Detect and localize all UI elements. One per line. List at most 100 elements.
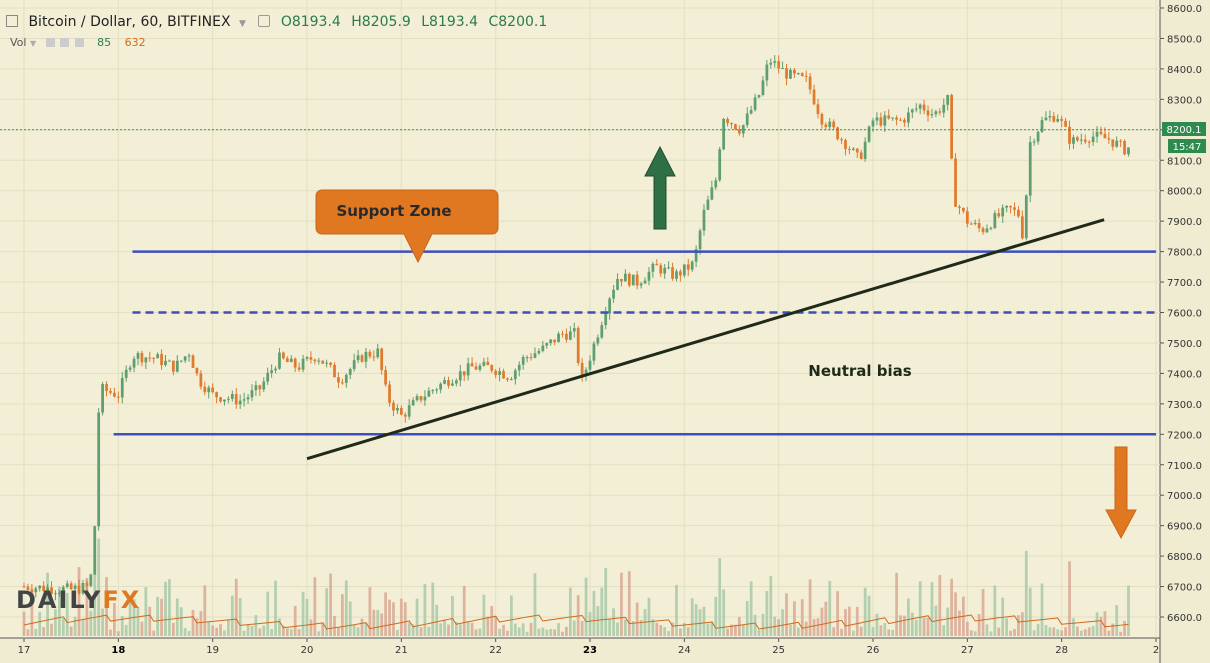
candle-body [282,352,285,359]
volume-bar [541,627,545,636]
volume-bar [553,629,557,636]
volume-bar [57,586,61,636]
candle-body [1060,119,1064,121]
candle-body [73,585,77,590]
volume-bar [368,587,372,636]
volume-bar [50,623,53,636]
candle-body [246,397,250,400]
volume-visibility-icon[interactable] [60,38,70,47]
volume-bar [510,595,513,636]
candle-body [270,370,274,373]
candle-body [789,69,792,79]
candle-body [942,104,946,113]
candle-body [848,149,851,151]
volume-bar [800,599,804,636]
volume-bar [309,619,313,636]
candle-body [1001,207,1005,217]
candle-body [580,363,584,376]
volume-bar [568,587,572,636]
volume-bar [741,624,745,636]
candle-body [855,148,859,153]
candle-body [529,357,533,359]
volume-bar [1111,623,1115,636]
candle-body [360,355,364,362]
candle-body [671,267,674,279]
volume-dropdown-icon[interactable]: ▼ [29,39,37,48]
price-badge-value: 8200.1 [1167,125,1202,136]
candle-body [804,75,808,77]
candle-body [168,360,171,362]
candle-body [828,121,832,128]
candle-body [329,362,332,365]
volume-bar [451,595,454,636]
volume-bar [993,585,997,636]
candle-body [891,117,895,119]
volume-bar [258,628,262,636]
volume-bar [274,580,277,636]
volume-bar [682,622,686,636]
volume-bar [348,601,352,636]
volume-bar [1044,625,1048,636]
candle-body [85,583,89,586]
volume-bar [844,609,847,636]
candle-body [22,586,26,588]
volume-bar [113,603,116,636]
candle-body [620,278,623,282]
volume-bar [431,582,435,636]
candle-body [466,363,470,376]
candle-body [266,372,270,382]
volume-close-icon[interactable] [74,38,84,47]
volume-bar [1020,612,1024,636]
volume-bar [635,602,639,636]
volume-bar [840,628,843,636]
volume-bar [749,581,753,636]
volume-bar [753,614,757,636]
volume-bar [965,621,969,636]
candle-body [879,117,883,126]
settings-icon[interactable] [258,15,271,27]
candle-body [812,89,816,105]
candle-body [914,108,918,110]
candle-body [376,348,380,358]
volume-bar [867,595,871,636]
volume-bar [1076,626,1079,636]
symbol-title[interactable]: Bitcoin / Dollar, 60, BITFINEX [28,14,231,30]
symbol-dropdown-icon[interactable]: ▼ [238,19,246,29]
volume-bar [851,630,855,636]
volume-bar [470,622,474,636]
volume-bar [816,618,820,636]
volume-bar [238,598,242,636]
volume-bar [969,630,973,636]
volume-bar [313,577,317,636]
x-tick-label: 22 [489,645,502,656]
candle-body [714,180,718,188]
y-tick-label: 8300.0 [1167,95,1202,106]
volume-bar [340,594,344,636]
candle-body [317,360,321,362]
volume-bar [396,629,399,636]
candle-body [887,115,891,119]
x-tick-label: 23 [583,645,597,656]
candle-body [903,119,906,123]
volume-bar [737,617,741,636]
volume-bar [54,608,57,636]
volume-settings-icon[interactable] [45,38,55,47]
volume-bar [1024,550,1028,636]
x-tick-label: 19 [206,645,219,656]
volume-bar [745,600,749,636]
volume-bar [1048,627,1052,636]
volume-bar [958,610,961,636]
candle-body [631,274,635,286]
volume-bar [101,608,104,636]
volume-label[interactable]: Vol [10,36,27,49]
y-tick-label: 7600.0 [1167,309,1202,320]
volume-bar [458,624,462,636]
volume-bar [926,617,930,636]
candle-body [1052,116,1056,122]
volume-bar [588,612,592,636]
candle-body [258,385,262,390]
volume-bar [1115,605,1119,636]
volume-bar [631,621,635,636]
neutral-bias-label: Neutral bias [808,362,911,380]
volume-bar [769,576,773,636]
